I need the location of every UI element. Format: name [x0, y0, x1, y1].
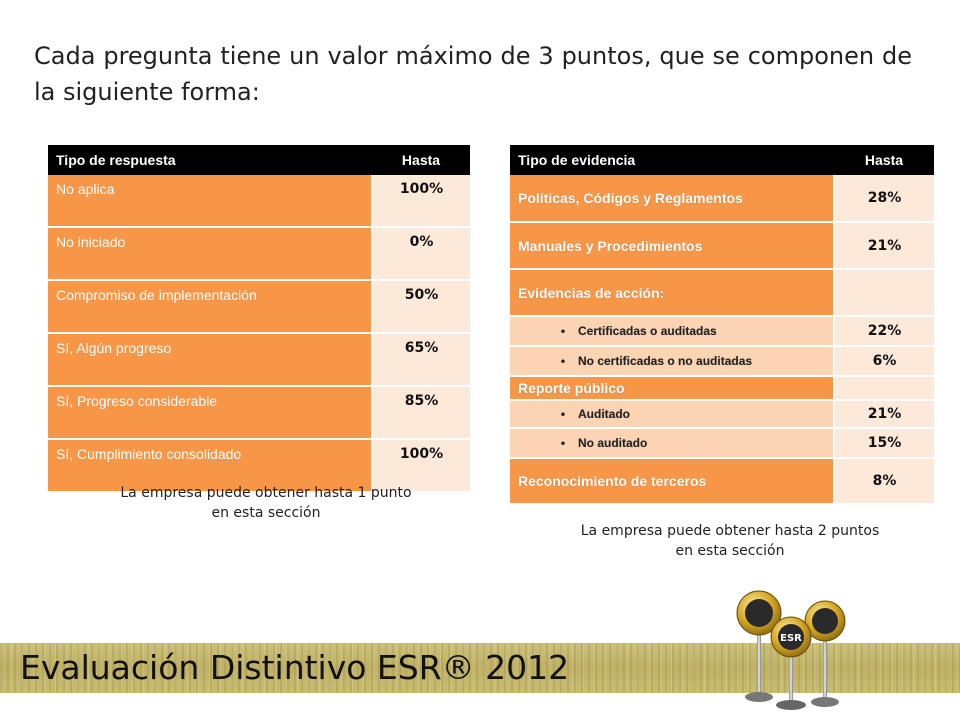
note-line: La empresa puede obtener hasta 1 punto: [120, 485, 412, 501]
tipo-evidencia-table: Tipo de evidencia Hasta Políticas, Códig…: [510, 145, 934, 505]
table-row: Certificadas o auditadas 22%: [510, 316, 934, 347]
row-label-text: Auditado: [518, 407, 630, 421]
row-value: [833, 376, 934, 401]
row-value: 28%: [833, 175, 934, 223]
row-label: Evidencias de acción:: [510, 269, 834, 317]
row-label: No auditado: [510, 428, 834, 459]
row-label: No certificadas o no auditadas: [510, 346, 834, 377]
footer-title: Evaluación Distintivo ESR® 2012: [20, 648, 570, 687]
column-header-tipo: Tipo de evidencia: [510, 145, 834, 175]
row-value: 65%: [371, 333, 470, 387]
table-row: No auditado 15%: [510, 428, 934, 459]
row-value: 21%: [833, 400, 934, 429]
table-row: No iniciado 0%: [48, 227, 470, 281]
table-header-row: Tipo de evidencia Hasta: [510, 145, 934, 175]
note-line: en esta sección: [211, 505, 321, 521]
table-row: Evidencias de acción:: [510, 269, 934, 317]
row-label: Compromiso de implementación: [48, 280, 372, 334]
row-value: 22%: [833, 316, 934, 347]
esr-trophies-logo: ESR: [736, 590, 846, 710]
table-row: Auditado 21%: [510, 400, 934, 429]
row-value: 0%: [371, 227, 470, 281]
table-row: No certificadas o no auditadas 6%: [510, 346, 934, 377]
logo-text: ESR: [780, 633, 802, 644]
row-label: Sí, Cumplimiento consolidado: [48, 439, 372, 493]
table-row: Compromiso de implementación 50%: [48, 280, 470, 334]
column-header-hasta: Hasta: [834, 145, 934, 175]
table-row: Políticas, Códigos y Reglamentos 28%: [510, 175, 934, 223]
row-value: 100%: [371, 175, 470, 228]
table-row: Manuales y Procedimientos 21%: [510, 222, 934, 270]
row-label: Sí, Progreso considerable: [48, 386, 372, 440]
tipo-respuesta-table: Tipo de respuesta Hasta No aplica 100% N…: [48, 145, 470, 493]
row-label-text: Certificadas o auditadas: [518, 324, 717, 338]
column-header-hasta: Hasta: [372, 145, 470, 175]
row-label: Políticas, Códigos y Reglamentos: [510, 175, 834, 223]
trophy-right: [804, 600, 846, 707]
table-row: Sí, Progreso considerable 85%: [48, 386, 470, 440]
table-row: Sí, Algún progreso 65%: [48, 333, 470, 387]
row-label: Reporte público: [510, 376, 834, 401]
row-label: No aplica: [48, 175, 372, 228]
note-line: en esta sección: [675, 543, 785, 559]
table-row: Sí, Cumplimiento consolidado 100%: [48, 439, 470, 493]
row-label: Reconocimiento de terceros: [510, 458, 834, 505]
row-label-text: No certificadas o no auditadas: [518, 354, 752, 368]
row-value: 15%: [833, 428, 934, 459]
table-row: Reconocimiento de terceros 8%: [510, 458, 934, 505]
table-row: No aplica 100%: [48, 175, 470, 228]
row-value: 21%: [833, 222, 934, 270]
row-value: 6%: [833, 346, 934, 377]
row-value: 8%: [833, 458, 934, 505]
row-value: 100%: [371, 439, 470, 493]
row-label-text: No auditado: [518, 436, 647, 450]
table-header-row: Tipo de respuesta Hasta: [48, 145, 470, 175]
note-line: La empresa puede obtener hasta 2 puntos: [580, 523, 880, 539]
trophy-left: [736, 590, 782, 702]
row-label: Auditado: [510, 400, 834, 429]
row-label: Manuales y Procedimientos: [510, 222, 834, 270]
trophy-center: ESR: [770, 616, 812, 710]
slide-heading: Cada pregunta tiene un valor máximo de 3…: [34, 42, 912, 106]
row-value: 50%: [371, 280, 470, 334]
row-label: Certificadas o auditadas: [510, 316, 834, 347]
section-note-evidencia: La empresa puede obtener hasta 2 puntos …: [540, 521, 920, 561]
row-value: [833, 269, 934, 317]
section-note-respuesta: La empresa puede obtener hasta 1 punto e…: [84, 483, 448, 523]
row-value: 85%: [371, 386, 470, 440]
row-label: No iniciado: [48, 227, 372, 281]
column-header-tipo: Tipo de respuesta: [48, 145, 372, 175]
table-row: Reporte público: [510, 376, 934, 401]
row-label: Sí, Algún progreso: [48, 333, 372, 387]
